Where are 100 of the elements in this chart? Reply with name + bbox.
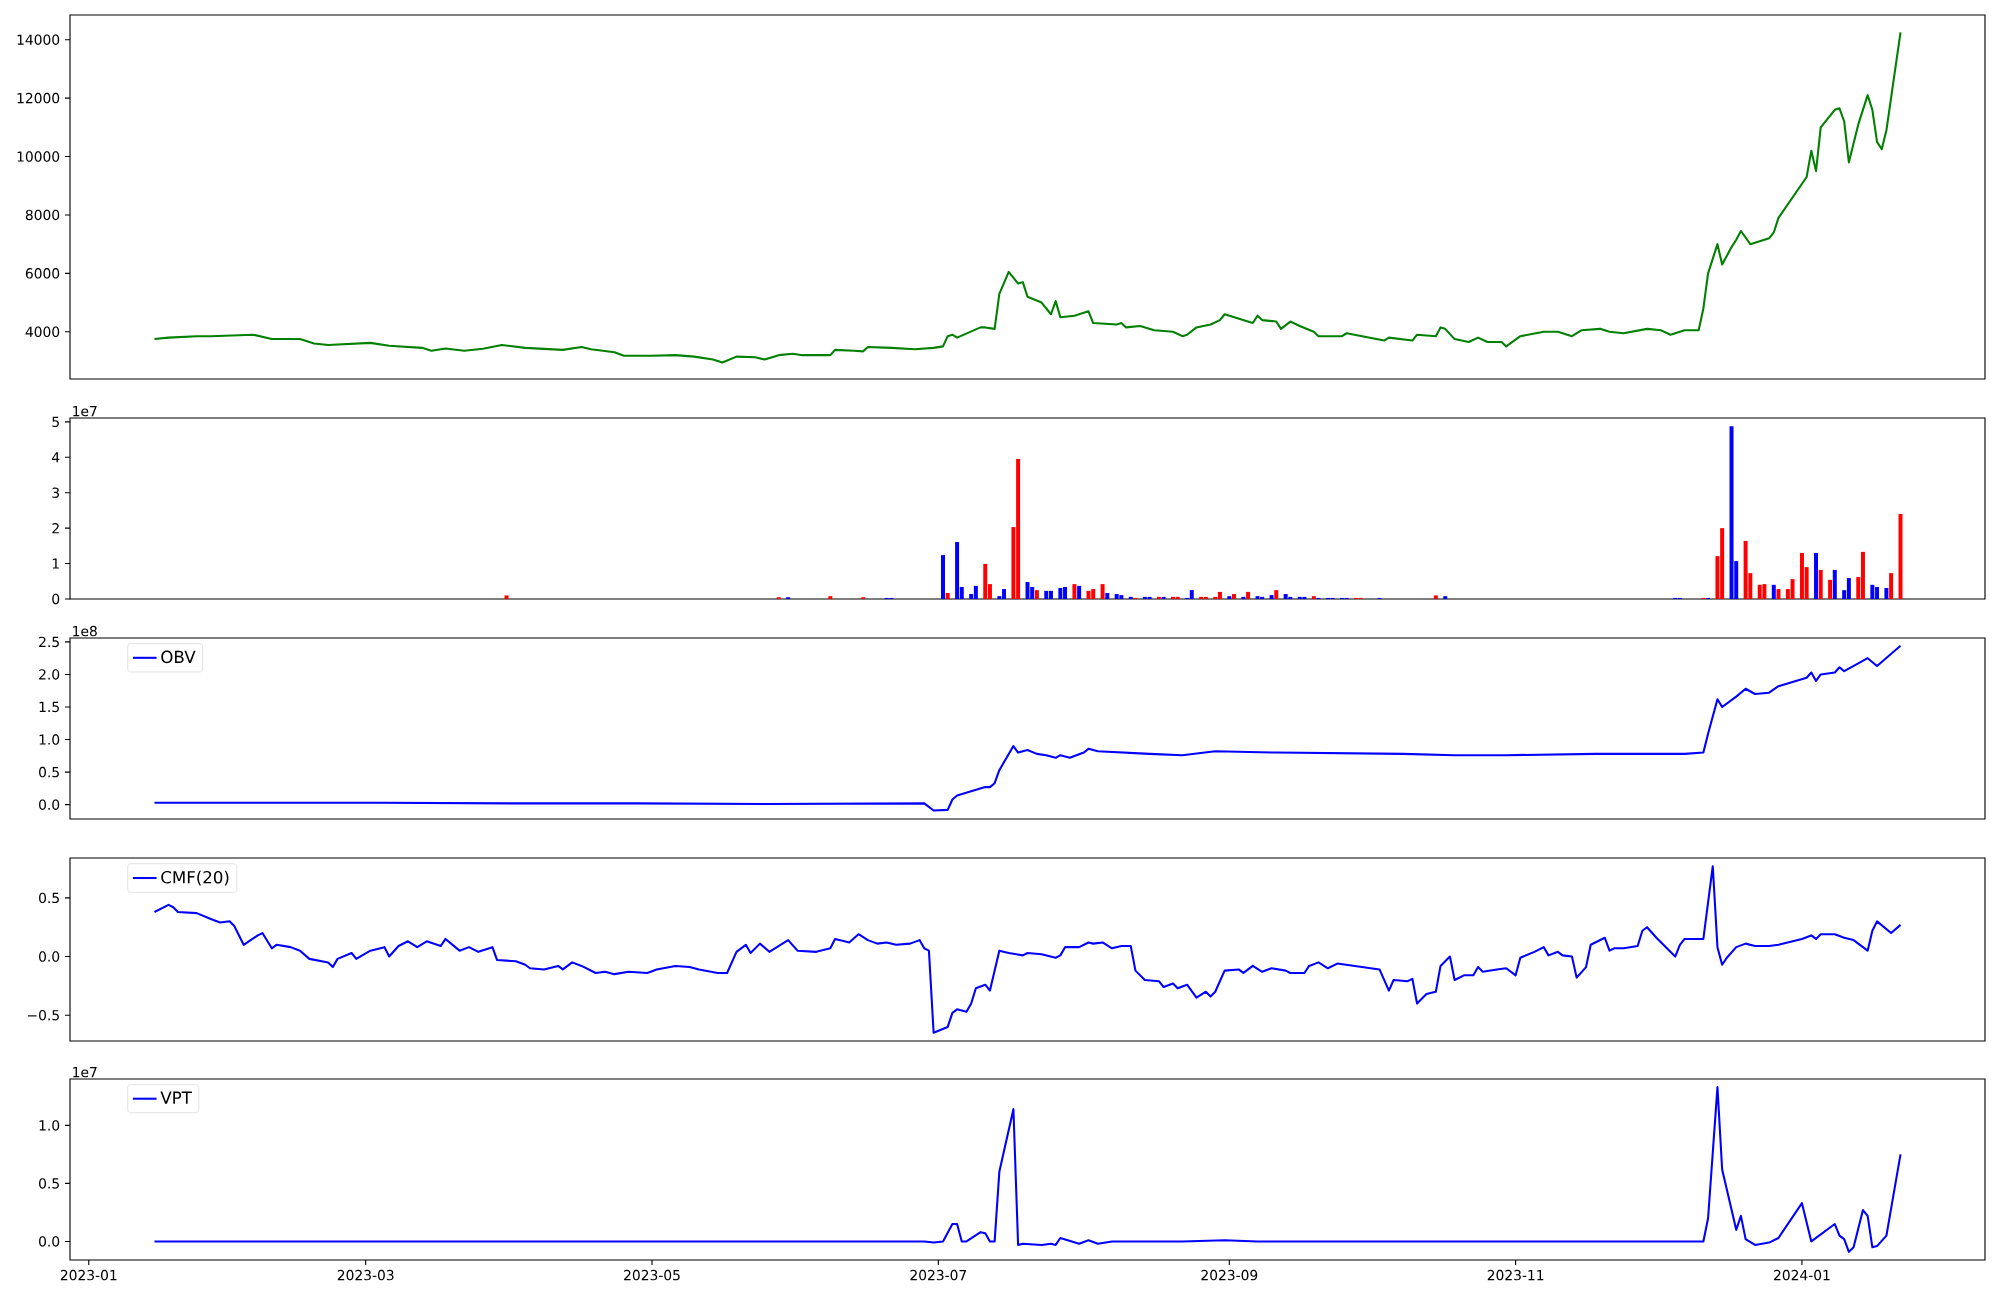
bar <box>1274 590 1279 599</box>
bar <box>1189 590 1194 599</box>
bar <box>1175 596 1180 599</box>
y-tick-label: 4 <box>51 452 60 463</box>
bar <box>1762 584 1767 599</box>
bar <box>1048 590 1053 599</box>
bar <box>973 585 978 599</box>
y-tick-label: 2.0 <box>39 669 60 680</box>
bar <box>1232 594 1237 599</box>
y-tick-label: 6000 <box>25 268 60 279</box>
bar <box>1898 513 1903 599</box>
bar <box>1814 552 1819 599</box>
bar <box>504 595 509 599</box>
y-tick-label: 1.0 <box>39 734 60 745</box>
x-tick-label: 2023-01 <box>60 1269 117 1281</box>
y-tick-label: 8000 <box>25 209 60 221</box>
bar <box>1889 573 1894 599</box>
bar <box>1776 589 1781 599</box>
bar <box>1114 594 1119 599</box>
legend-label: VPT <box>160 1091 192 1104</box>
x-tick-label: 2023-03 <box>337 1269 394 1281</box>
bar <box>1128 596 1133 599</box>
y-tick-label: 12000 <box>17 92 60 104</box>
x-tick-label: 2023-11 <box>1487 1269 1544 1281</box>
text: 1e7 <box>73 1067 97 1078</box>
y-tick-label: 0.5 <box>39 766 59 778</box>
bar <box>1790 579 1795 599</box>
bar <box>1818 569 1823 599</box>
bar <box>1072 584 1077 599</box>
bar <box>941 555 946 599</box>
bar <box>945 592 950 599</box>
y-tick-label: 0.5 <box>39 1178 59 1189</box>
x-tick-label: 2024-01 <box>1774 1269 1830 1281</box>
bar <box>1105 592 1110 599</box>
bar <box>1100 584 1105 599</box>
bar <box>1311 596 1316 599</box>
bar <box>1884 588 1889 599</box>
x-tick-label: 2023-07 <box>910 1269 967 1281</box>
bar <box>1743 540 1748 599</box>
y-tick-label: 3 <box>52 487 60 498</box>
y-tick-label: 10000 <box>17 151 60 162</box>
x-tick-label: 2023-09 <box>1201 1269 1258 1281</box>
y-tick-label: 2.5 <box>39 636 59 648</box>
legend-label: OBV <box>161 650 196 664</box>
bar <box>1213 596 1218 599</box>
bar <box>1443 596 1448 599</box>
bar <box>1025 581 1030 599</box>
x-tick-label: 2023-05 <box>624 1269 680 1281</box>
text: 1e8 <box>73 625 97 637</box>
bar <box>1269 595 1274 599</box>
bar <box>1283 594 1288 599</box>
bar <box>1870 584 1875 599</box>
bar <box>1217 591 1222 599</box>
y-tick-label: 4000 <box>25 326 60 338</box>
y-tick-label: 0 <box>52 593 60 605</box>
bar <box>1846 578 1851 599</box>
bar <box>1199 596 1204 599</box>
bar <box>1828 579 1833 599</box>
bar <box>1832 569 1837 599</box>
bar <box>1091 589 1096 599</box>
y-tick-label: 1.0 <box>39 1120 60 1131</box>
y-tick-label: 2 <box>52 523 59 534</box>
line-series <box>153 865 1902 1034</box>
y-tick-label: −0.5 <box>27 1009 59 1021</box>
y-tick-label: 0.5 <box>39 892 59 904</box>
bar <box>1246 591 1251 599</box>
bar <box>1058 588 1063 599</box>
text: 1e7 <box>73 406 97 417</box>
bar <box>1729 426 1734 599</box>
y-tick-label: 14000 <box>17 34 60 45</box>
y-tick-label: 1.5 <box>39 701 59 713</box>
legend-label: CMF(20) <box>161 870 229 886</box>
bar <box>983 563 988 599</box>
bar <box>1297 596 1302 599</box>
bar <box>1147 596 1152 599</box>
bar <box>1860 551 1865 599</box>
bar <box>1227 596 1232 599</box>
bar <box>1156 596 1161 599</box>
bar <box>1771 584 1776 599</box>
y-tick-label: 0.0 <box>39 1236 60 1247</box>
bar <box>1203 596 1208 599</box>
bar <box>1757 584 1762 599</box>
bar <box>828 596 833 599</box>
bar <box>1241 596 1246 599</box>
bar <box>1255 596 1260 599</box>
bar <box>1302 596 1307 599</box>
bar <box>1034 590 1039 599</box>
bar <box>1044 590 1049 599</box>
y-tick-label: 0.0 <box>39 799 60 810</box>
bar <box>1161 596 1166 599</box>
bar <box>1077 585 1082 599</box>
bar <box>1086 590 1091 599</box>
y-tick-label: 5 <box>52 416 59 428</box>
y-tick-label: 0.0 <box>39 951 60 962</box>
line-series <box>153 31 1902 364</box>
bar <box>1288 596 1293 599</box>
bar <box>955 541 960 599</box>
bar <box>1433 595 1438 599</box>
y-tick-label: 1 <box>52 558 59 569</box>
bar <box>1119 595 1124 599</box>
